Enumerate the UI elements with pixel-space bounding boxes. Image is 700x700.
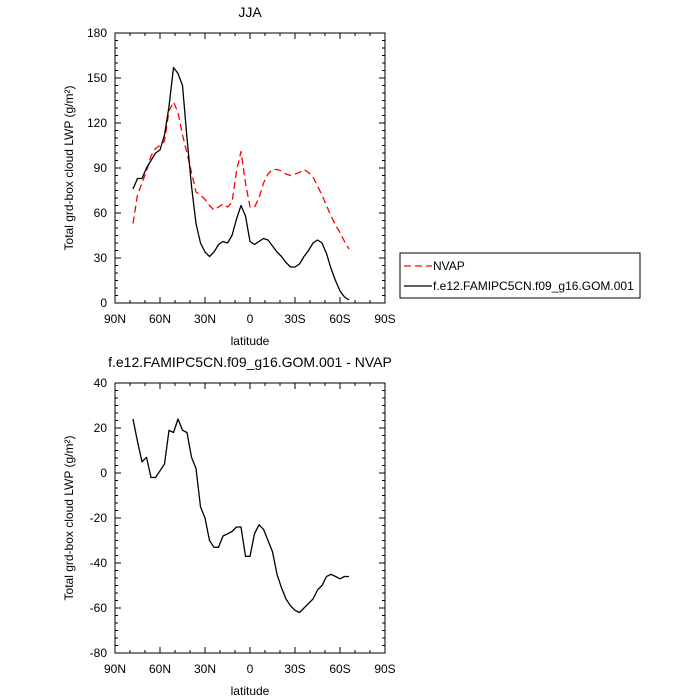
x-tick-label: 0 bbox=[247, 662, 254, 676]
y-tick-label: 60 bbox=[94, 206, 108, 220]
series-line-1 bbox=[132, 101, 350, 250]
x-tick-label: 90S bbox=[374, 662, 395, 676]
chart-title: f.e12.FAMIPC5CN.f09_g16.GOM.001 - NVAP bbox=[108, 354, 392, 370]
x-tick-label: 90S bbox=[374, 312, 395, 326]
y-tick-label: 20 bbox=[94, 421, 108, 435]
legend-box bbox=[399, 252, 641, 299]
x-tick-label: 30N bbox=[194, 662, 216, 676]
y-tick-label: 180 bbox=[87, 26, 107, 40]
x-tick-label: 60N bbox=[149, 312, 171, 326]
chart-title: JJA bbox=[238, 4, 262, 20]
y-tick-label: 150 bbox=[87, 71, 107, 85]
y-tick-label: 40 bbox=[94, 376, 108, 390]
chart-1: JJA 0 30 60 90 120 150 180 90N 60N 30N 0 30S 60S 90S la… bbox=[62, 4, 641, 348]
x-tick-label: 30S bbox=[284, 662, 305, 676]
y-tick-label: 30 bbox=[94, 251, 108, 265]
y-tick-label: 0 bbox=[100, 466, 107, 480]
y-tick-label: 0 bbox=[100, 296, 107, 310]
x-tick-label: 60N bbox=[149, 662, 171, 676]
x-axis-label: latitude bbox=[231, 334, 270, 348]
y-tick-label: -80 bbox=[90, 646, 108, 660]
x-tick-label: 0 bbox=[247, 312, 254, 326]
legend-label-1: NVAP bbox=[433, 259, 465, 273]
plot-frame bbox=[114, 32, 386, 304]
series-line-1 bbox=[132, 418, 349, 614]
x-tick-label: 60S bbox=[329, 662, 350, 676]
x-tick-label: 30S bbox=[284, 312, 305, 326]
x-tick-label: 60S bbox=[329, 312, 350, 326]
y-tick-label: -40 bbox=[90, 556, 108, 570]
x-axis-label: latitude bbox=[231, 684, 270, 698]
legend-label-2: f.e12.FAMIPC5CN.f09_g16.GOM.001 bbox=[433, 279, 634, 293]
y-tick-label: -20 bbox=[90, 511, 108, 525]
x-tick-label: 90N bbox=[104, 662, 126, 676]
y-tick-label: 90 bbox=[94, 161, 108, 175]
legend: NVAP f.e12.FAMIPC5CN.f09_g16.GOM.001 bbox=[399, 252, 641, 299]
y-tick-label: -60 bbox=[90, 601, 108, 615]
y-axis-label: Total grd-box cloud LWP (g/m²) bbox=[62, 86, 76, 251]
x-tick-label: 30N bbox=[194, 312, 216, 326]
series-line-2 bbox=[132, 66, 350, 301]
y-axis-label: Total grd-box cloud LWP (g/m²) bbox=[62, 436, 76, 601]
chart-2: f.e12.FAMIPC5CN.f09_g16.GOM.001 - NVAP -8… bbox=[62, 354, 396, 698]
y-tick-label: 120 bbox=[87, 116, 107, 130]
x-tick-label: 90N bbox=[104, 312, 126, 326]
plot-frame bbox=[114, 382, 386, 654]
